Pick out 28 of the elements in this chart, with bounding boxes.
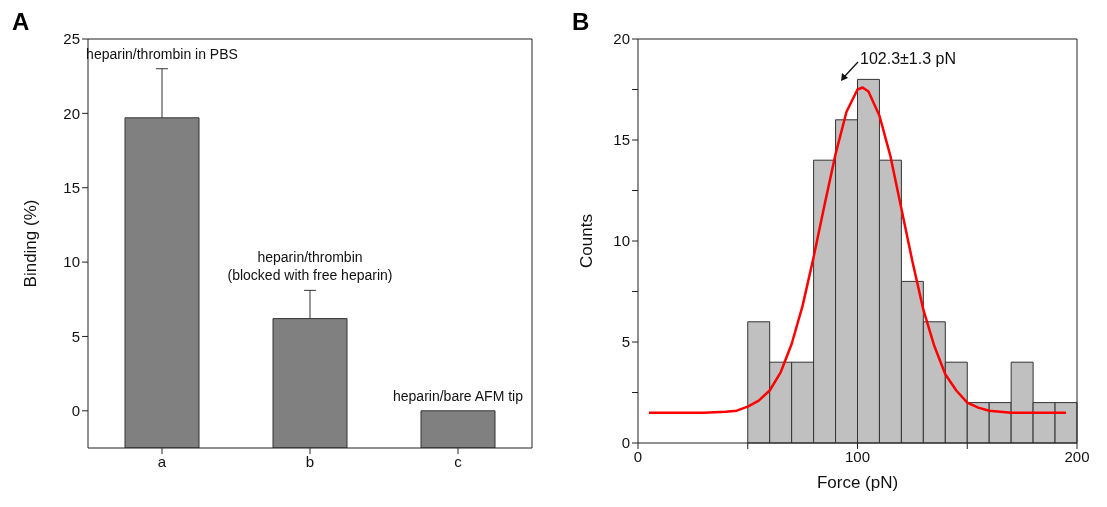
x-tick-label: b (305, 452, 315, 470)
x-tick-label: c (454, 452, 463, 470)
y-tick-label: 20 (63, 104, 80, 122)
annotation: heparin/thrombin in PBS (86, 45, 238, 62)
line-series (647, 86, 1068, 414)
y-tick-label: 25 (63, 30, 80, 48)
y-tick-label: 5 (621, 333, 630, 351)
bar (420, 410, 496, 448)
y-tick-label: 0 (621, 434, 630, 452)
annotation: heparin/thrombin (blocked with free heparin) (227, 249, 393, 284)
y-tick-label: 0 (71, 402, 80, 420)
y-tick-label: 20 (613, 30, 630, 48)
x-tick-label: 0 (633, 447, 643, 465)
y-tick-label: 10 (613, 232, 630, 250)
y-tick-label: 15 (613, 131, 630, 149)
y-tick-label: 15 (63, 179, 80, 197)
y-axis-title: Counts (577, 214, 597, 268)
chart-title: A (12, 8, 30, 36)
y-axis-title: Binding (%) (21, 199, 41, 288)
x-tick-label: 200 (1064, 447, 1090, 465)
annotation: 102.3±1.3 pN (860, 50, 956, 68)
y-tick-label: 10 (63, 253, 80, 271)
x-tick-label: a (157, 452, 167, 470)
y-tick-label: 5 (71, 327, 80, 345)
x-axis-title: Force (pN) (816, 473, 899, 492)
chart-title: B (572, 8, 590, 36)
x-tick-label: 100 (844, 447, 871, 465)
annotation: heparin/bare AFM tip (393, 387, 524, 404)
